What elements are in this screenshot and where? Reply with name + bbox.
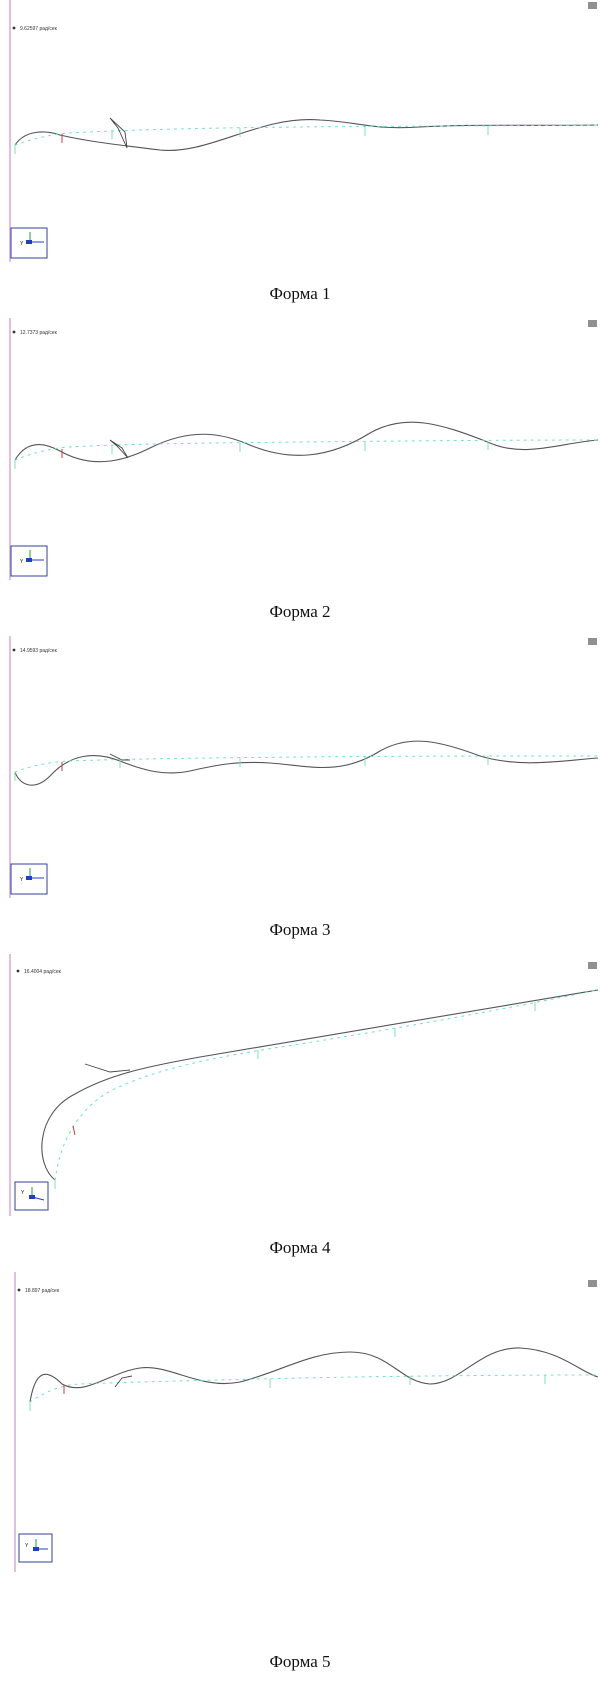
axis-triad: Y <box>10 863 48 895</box>
triad-y-label: Y <box>20 241 24 247</box>
triad-y-label: Y <box>20 559 24 565</box>
corner-marker <box>588 638 597 645</box>
bracing-element <box>114 1375 133 1388</box>
deformed-shape-curve <box>14 119 599 151</box>
bracing-element <box>109 753 130 761</box>
triad-y-label: Y <box>21 1190 25 1196</box>
undeformed-shape-dots <box>14 124 599 146</box>
mode-shape-plot-4: 16.4004 рад/сек Y <box>9 954 599 1216</box>
axis-triad: Y <box>10 227 48 259</box>
bracing-element <box>109 439 129 459</box>
mode-shape-panel-4: 16.4004 рад/сек Y <box>0 954 600 1219</box>
support-markers <box>14 126 489 154</box>
mode-shape-plot-2: 12.7373 рад/сек Y <box>9 318 599 580</box>
deformed-shape-curve <box>29 1347 599 1403</box>
undeformed-shape-dots <box>14 439 599 461</box>
triad-y-label: Y <box>25 1543 29 1549</box>
mode-shape-plot-3: 14.9593 рад/сек Y <box>9 636 599 898</box>
deformed-shape-curve <box>14 740 599 786</box>
caption-1: Форма 1 <box>269 284 331 303</box>
deformed-shape-curve <box>14 421 599 463</box>
frequency-bullet <box>17 1288 21 1292</box>
frequency-label: 18.897 рад/сек <box>25 1288 60 1294</box>
corner-marker <box>588 2 597 9</box>
deformed-shape-curve <box>41 989 599 1181</box>
caption-2: Форма 2 <box>269 602 331 621</box>
frequency-bullet <box>12 26 16 30</box>
mode-shape-plot-1: 9.62597 рад/сек Y <box>9 0 599 262</box>
undeformed-shape-dots <box>54 989 599 1181</box>
bracing-element <box>109 117 128 149</box>
frequency-label: 14.9593 рад/сек <box>20 648 58 654</box>
caption-5: Форма 5 <box>269 1652 331 1671</box>
frequency-bullet <box>12 648 16 652</box>
frequency-bullet <box>12 330 16 334</box>
mode-shape-panel-5: 18.897 рад/сек Y <box>0 1272 600 1652</box>
frequency-label: 16.4004 рад/сек <box>24 969 62 975</box>
support-markers <box>54 1002 536 1189</box>
axis-triad: Y <box>18 1533 53 1563</box>
corner-marker <box>588 962 597 969</box>
undeformed-shape-dots <box>14 755 599 773</box>
corner-marker <box>588 320 597 327</box>
caption-3: Форма 3 <box>269 920 331 939</box>
caption-4: Форма 4 <box>269 1238 331 1257</box>
mode-shape-panel-2: 12.7373 рад/сек Y <box>0 318 600 583</box>
axis-triad: Y <box>10 545 48 577</box>
corner-marker <box>588 1280 597 1287</box>
frequency-bullet <box>16 969 20 973</box>
undeformed-shape-dots <box>29 1374 599 1403</box>
triad-y-label: Y <box>20 877 24 883</box>
mode-shape-panel-3: 14.9593 рад/сек Y <box>0 636 600 901</box>
mode-shape-panel-1: 9.62597 рад/сек Y <box>0 0 600 265</box>
support-markers <box>14 441 489 469</box>
frequency-label: 12.7373 рад/сек <box>20 330 58 336</box>
axis-triad: Y <box>14 1181 49 1211</box>
support-markers <box>14 756 489 781</box>
mode-shape-plot-5: 18.897 рад/сек Y <box>14 1272 599 1572</box>
bracing-element <box>84 1063 131 1073</box>
support-markers <box>29 1375 546 1411</box>
frequency-label: 9.62597 рад/сек <box>20 26 58 32</box>
